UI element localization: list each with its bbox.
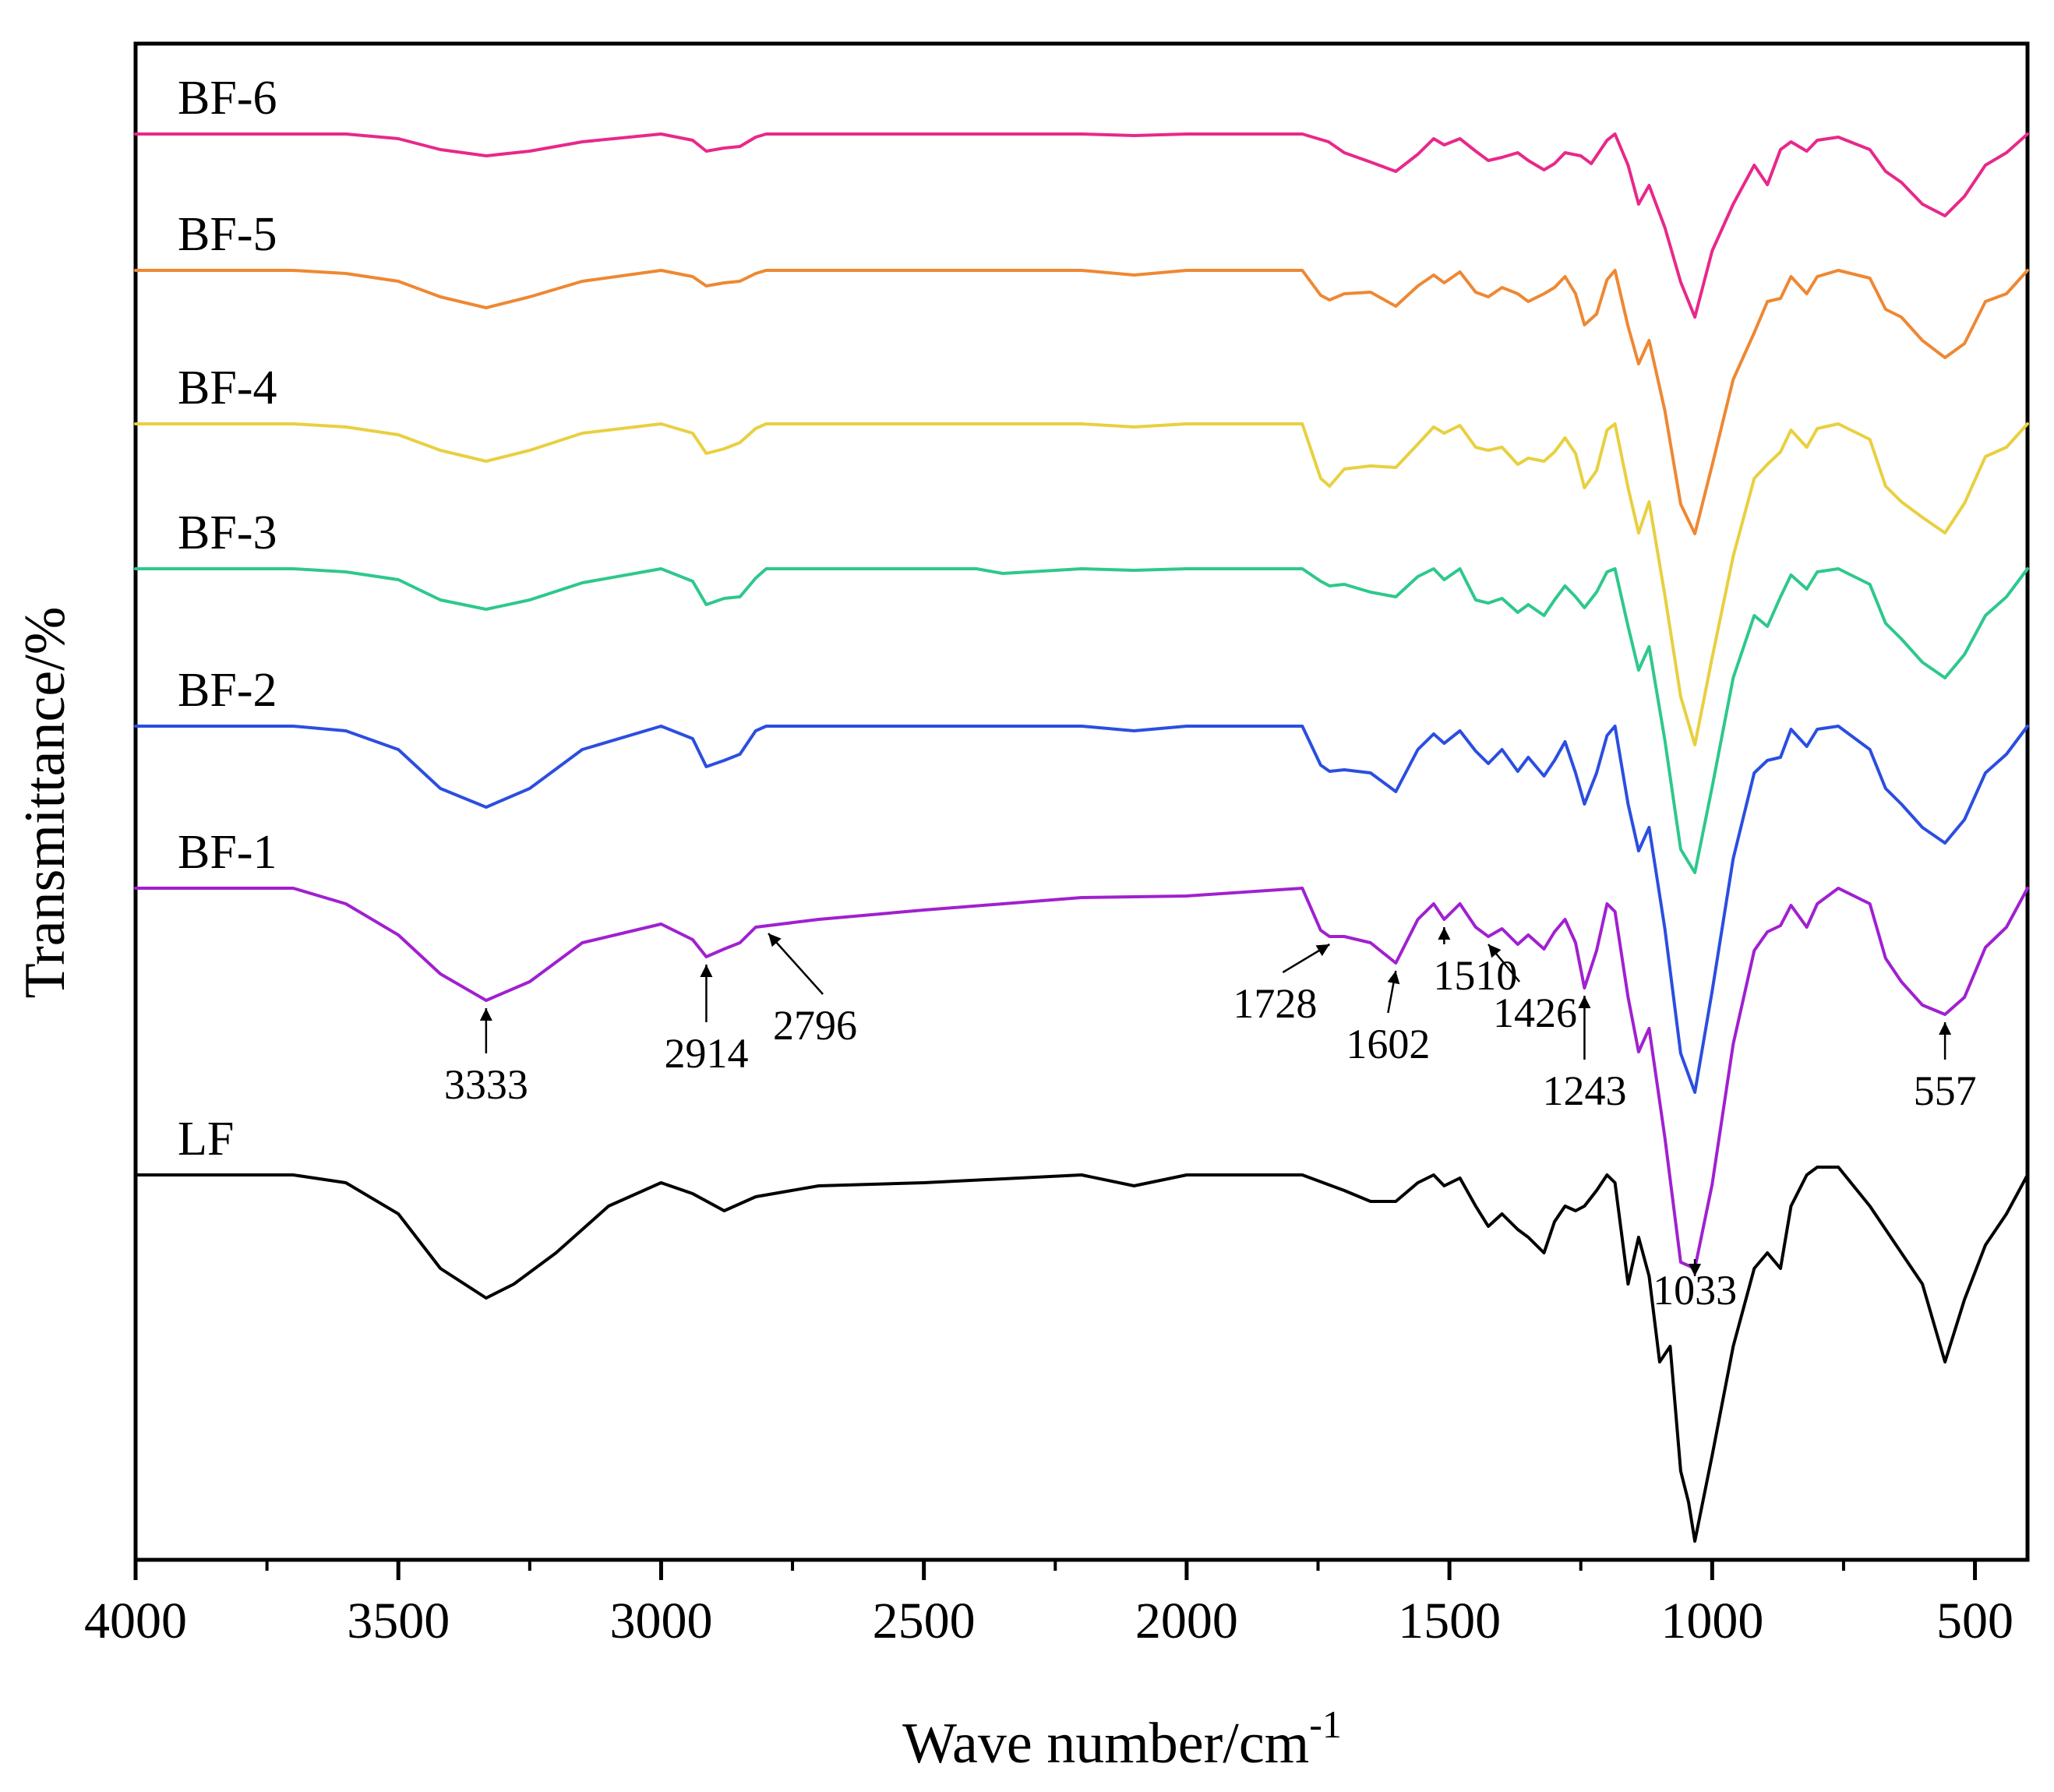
x-tick-label: 500 — [1936, 1593, 2013, 1649]
series-line-bf-5 — [134, 269, 2029, 535]
x-tick-label: 3000 — [609, 1593, 712, 1649]
x-tick-label: 4000 — [84, 1593, 187, 1649]
peak-arrow-head — [700, 965, 713, 977]
peak-label-1426: 1426 — [1493, 989, 1577, 1036]
peak-arrow-head — [479, 1008, 492, 1021]
peak-label-1728: 1728 — [1233, 980, 1317, 1027]
x-tick-label: 2000 — [1135, 1593, 1238, 1649]
plot-frame — [133, 41, 2030, 1562]
peak-arrow-head — [1315, 944, 1330, 957]
x-axis-title: Wave number/cm-1 — [902, 1702, 1342, 1776]
peak-arrow-head — [1578, 996, 1591, 1008]
series-label-lf: LF — [178, 1113, 234, 1166]
series-line-lf — [134, 1166, 2029, 1543]
series-layer: BF-6 BF-5 BF-4 BF-3 BF-2 BF-1 LF — [134, 72, 2029, 1543]
series-label-bf-2: BF-2 — [178, 664, 277, 717]
peak-label-1033: 1033 — [1653, 1267, 1737, 1314]
peak-arrow-head — [1387, 971, 1400, 985]
series-label-bf-5: BF-5 — [178, 208, 277, 261]
peak-label-3333: 3333 — [444, 1061, 528, 1108]
peak-arrow-head — [1438, 927, 1451, 940]
x-tick-label: 1000 — [1660, 1593, 1763, 1649]
series-label-bf-6: BF-6 — [178, 72, 277, 125]
x-axis-title-superscript: -1 — [1309, 1702, 1342, 1746]
series-label-bf-4: BF-4 — [178, 362, 277, 414]
series-label-bf-1: BF-1 — [178, 826, 277, 879]
series-line-bf-4 — [134, 422, 2029, 746]
peak-arrow-head — [1939, 1022, 1952, 1035]
x-tick-label: 1500 — [1398, 1593, 1501, 1649]
x-tick-label: 3500 — [347, 1593, 450, 1649]
series-label-bf-3: BF-3 — [178, 506, 277, 559]
series-line-bf-1 — [134, 887, 2029, 1270]
series-line-bf-3 — [134, 567, 2029, 874]
peak-label-1602: 1602 — [1346, 1021, 1430, 1067]
peak-arrow-head — [768, 933, 782, 947]
peak-label-557: 557 — [1914, 1067, 1977, 1114]
peak-label-2796: 2796 — [773, 1002, 857, 1049]
y-axis-title: Transmittance/% — [13, 607, 77, 999]
peak-arrow-head — [1488, 944, 1502, 958]
series-line-bf-2 — [134, 725, 2029, 1094]
peak-arrow-line — [768, 933, 824, 995]
x-tick-label: 2500 — [873, 1593, 976, 1649]
plot-border — [133, 41, 2030, 1562]
x-axis-title-text: Wave number/cm — [902, 1712, 1309, 1776]
peak-arrow-head — [1689, 1264, 1702, 1276]
x-axis-ticks: 4000 3500 3000 2500 2000 1500 1000 500 — [84, 1560, 2013, 1649]
peak-label-1510: 1510 — [1433, 952, 1517, 999]
peak-label-1243: 1243 — [1542, 1067, 1626, 1114]
peak-label-2914: 2914 — [664, 1030, 748, 1077]
series-line-bf-6 — [134, 132, 2029, 319]
